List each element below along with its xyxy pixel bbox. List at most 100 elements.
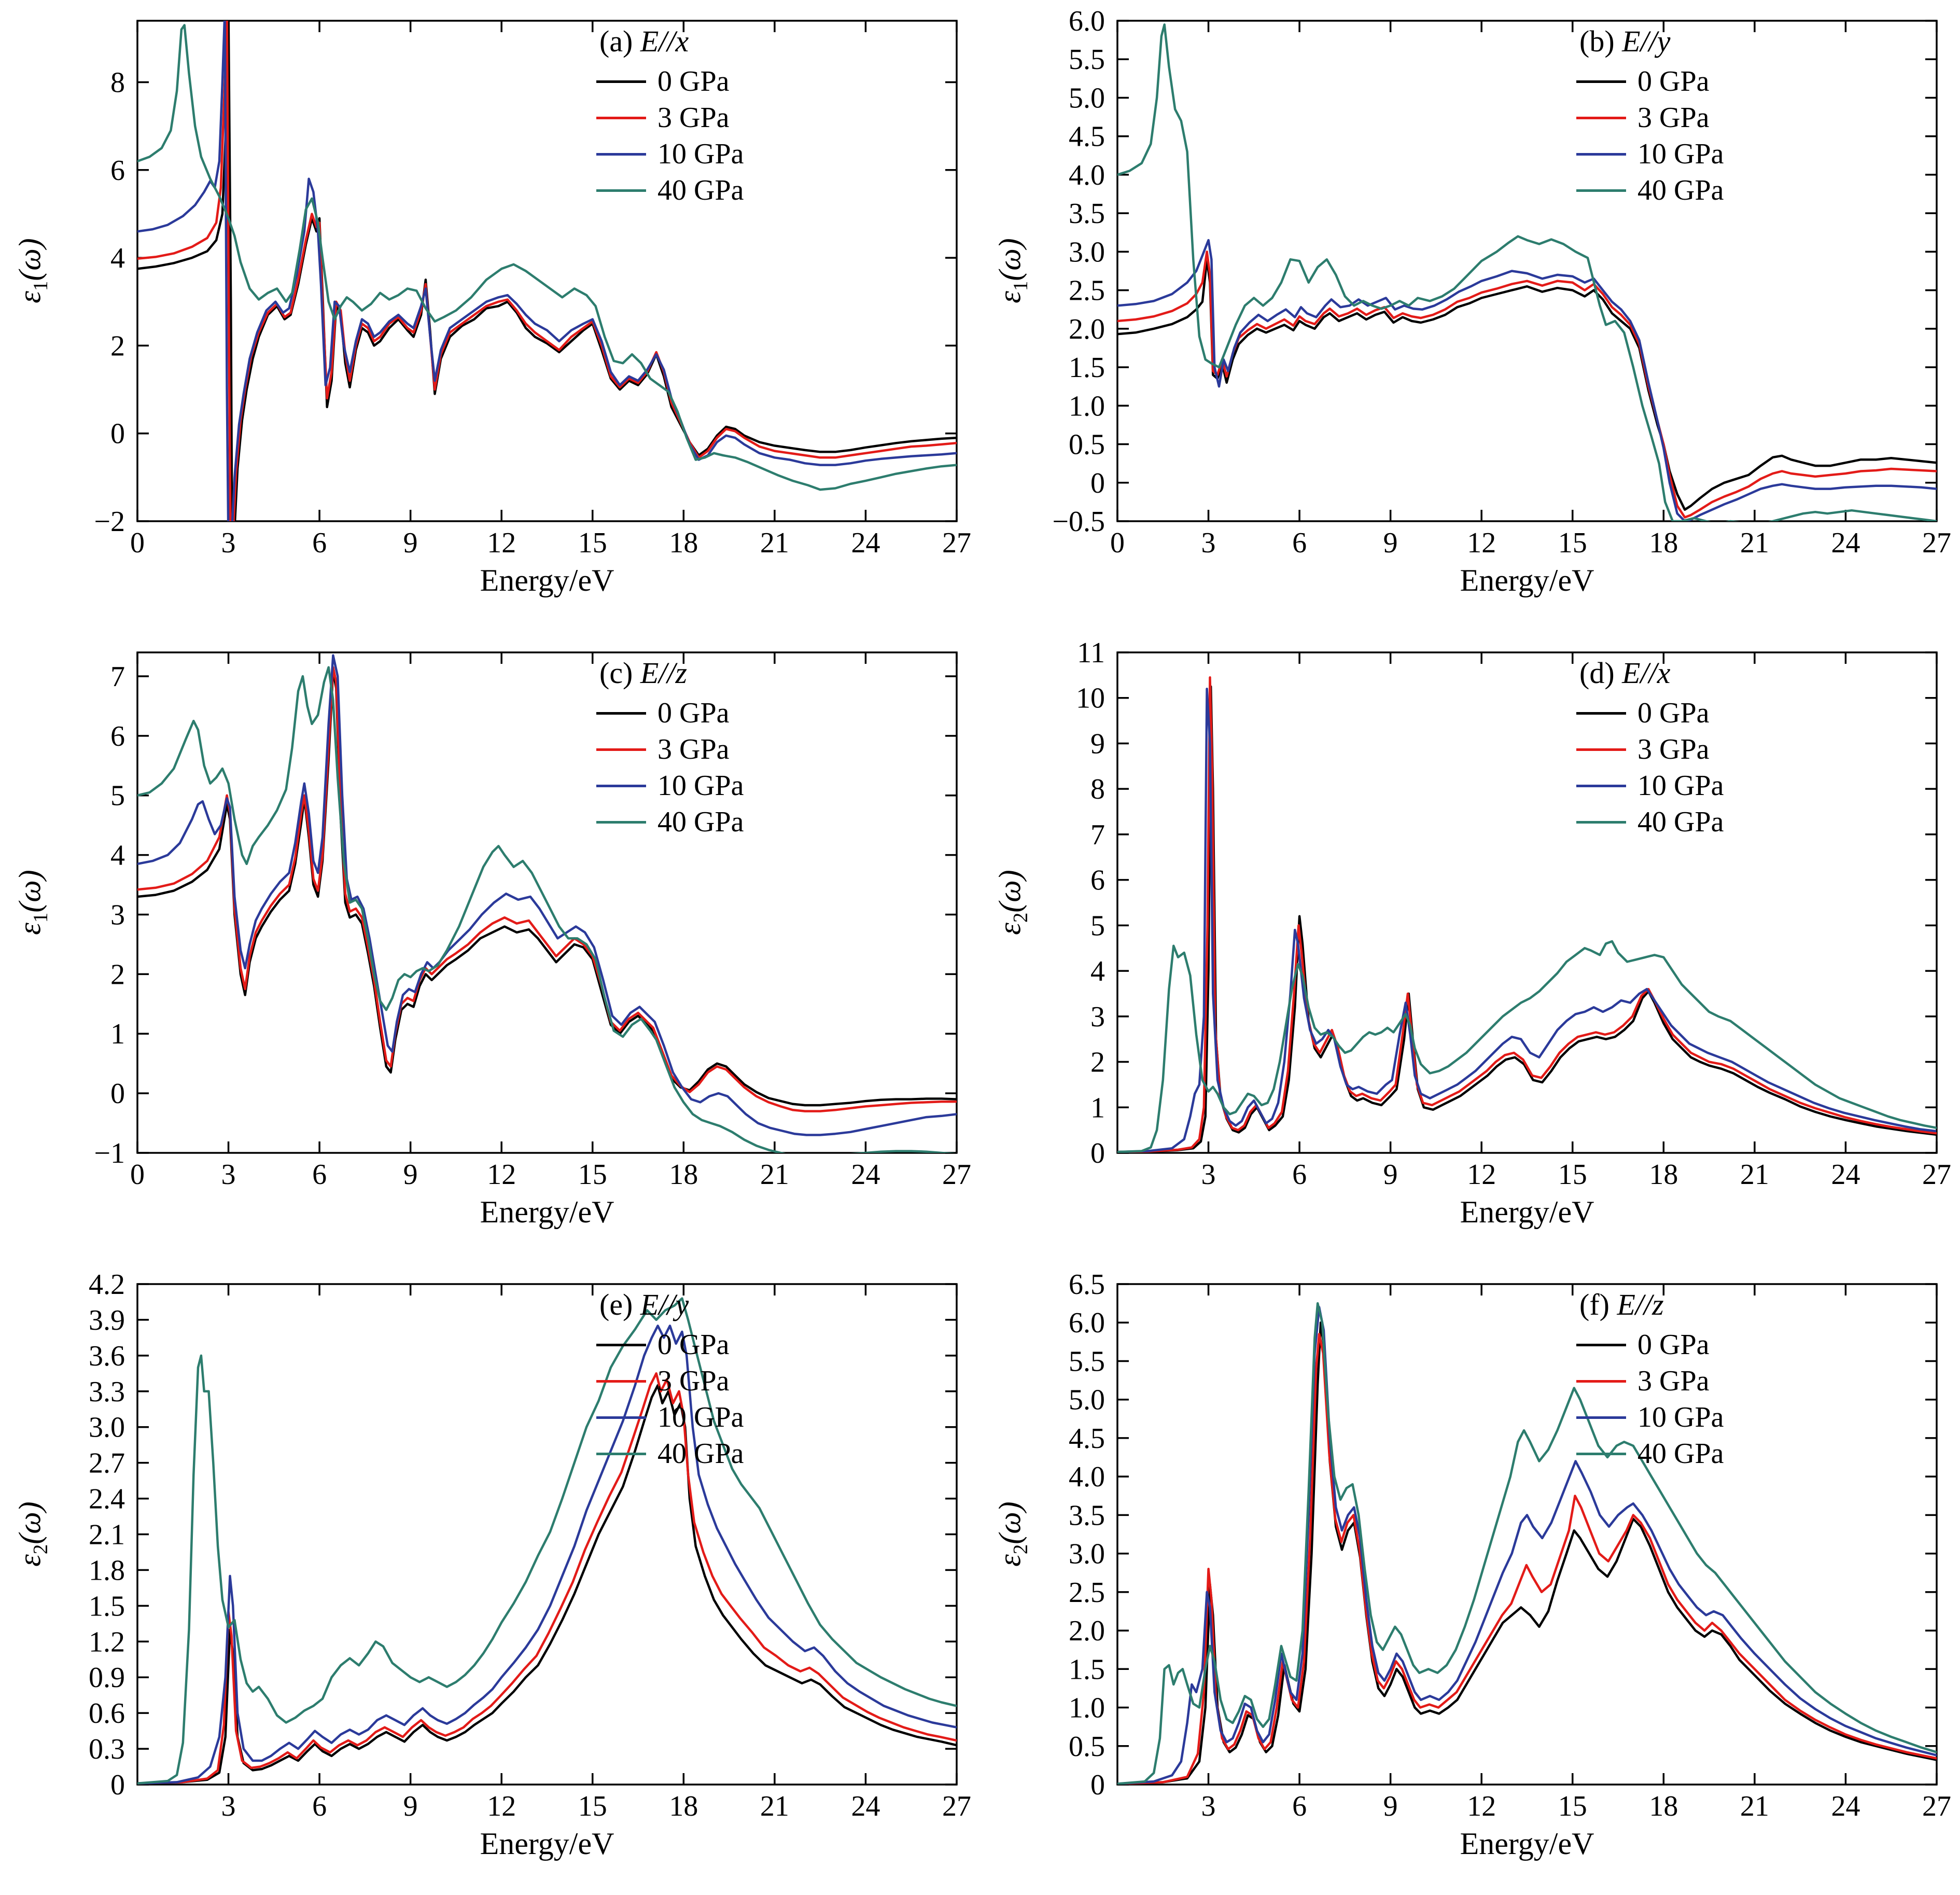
legend-item: 0 GPa <box>1576 696 1724 730</box>
panel-tag: (a) E//x <box>599 24 689 58</box>
x-tick-label: 3 <box>221 1790 236 1822</box>
panel-annotation: (e) E//y 0 GPa 3 GPa 10 GPa 40 GPa <box>596 1287 744 1473</box>
y-tick-label: 2.5 <box>1069 1577 1105 1609</box>
plot-frame <box>136 1283 958 1786</box>
legend-item: 3 GPa <box>596 101 744 134</box>
y-tick-label: 3.0 <box>1069 236 1105 268</box>
x-axis-label: Energy/eV <box>480 1195 614 1229</box>
legend-label: 0 GPa <box>1637 65 1710 97</box>
panel-tag: (b) E//y <box>1579 24 1671 58</box>
legend-item: 40 GPa <box>1576 174 1724 207</box>
y-tick-label: 4.5 <box>1069 121 1105 153</box>
x-tick-label: 21 <box>760 1159 789 1191</box>
y-tick-label: 2.4 <box>89 1483 125 1515</box>
y-tick-label: 6 <box>110 155 125 187</box>
legend-line-swatch <box>1576 1416 1626 1419</box>
x-tick-label: 15 <box>1558 1159 1587 1191</box>
plot-area-b: 0 3 6 9 12 15 18 21 24 27−0.500.51.01.52.02.53.03… <box>1052 5 1951 559</box>
y-tick-label: 0 <box>1090 1137 1105 1169</box>
y-axis-label: ε2(ω) <box>992 1501 1032 1567</box>
x-tick-label: 0 <box>130 527 145 559</box>
legend-item: 40 GPa <box>1576 805 1724 839</box>
x-tick-label: 15 <box>1558 527 1587 559</box>
x-tick-label: 27 <box>1922 1159 1951 1191</box>
x-tick-label: 6 <box>1292 1159 1307 1191</box>
legend-line-swatch <box>1576 712 1626 715</box>
y-tick-label: 5 <box>110 780 125 812</box>
series-line-10-GPa <box>137 1325 957 1785</box>
legend-line-swatch <box>1576 116 1626 119</box>
x-tick-label: 24 <box>1831 527 1860 559</box>
y-tick-label: 1 <box>110 1018 125 1050</box>
y-tick-label: 4 <box>1090 955 1105 987</box>
x-tick-label: 6 <box>312 1159 327 1191</box>
legend-label: 10 GPa <box>657 138 744 170</box>
legend: 0 GPa 3 GPa 10 GPa 40 GPa <box>1576 1328 1724 1470</box>
x-tick-label: 15 <box>578 527 607 559</box>
legend-label: 3 GPa <box>1637 102 1710 134</box>
legend-line-swatch <box>596 80 646 83</box>
legend-line-swatch <box>1576 1452 1626 1455</box>
x-tick-label: 0 <box>1110 527 1125 559</box>
legend-item: 40 GPa <box>596 1437 744 1470</box>
legend-label: 10 GPa <box>657 1401 744 1433</box>
legend: 0 GPa 3 GPa 10 GPa 40 GPa <box>1576 65 1724 207</box>
y-tick-label: 6 <box>1090 865 1105 897</box>
y-tick-label: 7 <box>110 661 125 693</box>
legend-item: 3 GPa <box>1576 101 1724 134</box>
legend-line-swatch <box>596 1416 646 1419</box>
y-tick-label: 10 <box>1076 682 1105 715</box>
y-tick-label: 11 <box>1077 637 1105 669</box>
x-tick-label: 6 <box>1292 527 1307 559</box>
y-tick-label: 3.6 <box>89 1340 125 1372</box>
y-tick-label: 1.0 <box>1069 390 1105 422</box>
y-tick-label: 2.0 <box>1069 1615 1105 1647</box>
y-tick-label: 1.5 <box>1069 1653 1105 1685</box>
legend-line-swatch <box>1576 748 1626 751</box>
y-tick-label: 6 <box>110 720 125 753</box>
series-line-3-GPa <box>137 1372 957 1785</box>
legend-label: 40 GPa <box>657 806 744 838</box>
x-tick-label: 24 <box>1831 1790 1860 1822</box>
plot-frame <box>136 20 958 522</box>
y-tick-label: 5.5 <box>1069 44 1105 76</box>
legend-line-swatch <box>1576 784 1626 787</box>
x-tick-label: 27 <box>942 527 971 559</box>
x-tick-label: 9 <box>1383 1159 1398 1191</box>
panel-annotation: (a) E//x 0 GPa 3 GPa 10 GPa 40 GPa <box>596 24 744 210</box>
series-line-3-GPa <box>137 666 957 1112</box>
legend-label: 0 GPa <box>1637 697 1710 729</box>
y-tick-label: 4.0 <box>1069 159 1105 191</box>
x-tick-label: 21 <box>1740 1790 1769 1822</box>
y-tick-label: −1 <box>94 1137 125 1169</box>
y-tick-label: 1.8 <box>89 1554 125 1586</box>
y-tick-label: −2 <box>94 506 125 538</box>
y-tick-label: 0 <box>110 418 125 450</box>
x-tick-label: 27 <box>1922 527 1951 559</box>
series-line-40-GPa <box>1117 1302 1937 1785</box>
x-tick-label: 18 <box>669 1159 698 1191</box>
legend-item: 3 GPa <box>596 1364 744 1398</box>
panel-tag: (e) E//y <box>599 1288 689 1321</box>
x-tick-label: 9 <box>1383 1790 1398 1822</box>
y-axis-label: ε2(ω) <box>992 870 1032 935</box>
series-line-0-GPa <box>137 669 957 1107</box>
x-tick-label: 3 <box>221 1159 236 1191</box>
y-tick-label: 8 <box>110 67 125 99</box>
y-tick-label: 2.5 <box>1069 275 1105 307</box>
x-tick-label: 15 <box>578 1159 607 1191</box>
y-tick-label: 3.5 <box>1069 1499 1105 1531</box>
legend-line-swatch <box>1576 189 1626 192</box>
legend-line-swatch <box>596 712 646 715</box>
legend-label: 10 GPa <box>657 770 744 802</box>
legend-item: 10 GPa <box>596 769 744 802</box>
x-tick-label: 27 <box>942 1790 971 1822</box>
plot-frame <box>1116 651 1938 1154</box>
plot-frame <box>1116 20 1938 522</box>
panel-annotation: (f) E//z 0 GPa 3 GPa 10 GPa 40 GPa <box>1576 1287 1724 1473</box>
series-line-40-GPa <box>137 1297 957 1785</box>
legend: 0 GPa 3 GPa 10 GPa 40 GPa <box>596 696 744 839</box>
legend-line-swatch <box>596 1452 646 1455</box>
x-tick-label: 9 <box>403 1790 418 1822</box>
